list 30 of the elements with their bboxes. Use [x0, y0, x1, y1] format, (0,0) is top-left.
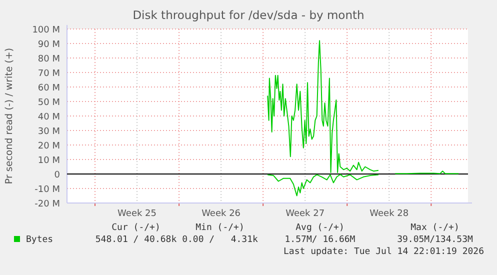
text: 1.57M/ 16.66M: [284, 235, 356, 245]
text: 39.05M/134.53M: [397, 235, 474, 245]
x-tick-label: Week 28: [370, 209, 409, 219]
text: Avg (-/+): [296, 223, 344, 233]
y-tick-label: 70 M: [38, 69, 60, 79]
y-tick-label: 60 M: [38, 84, 60, 94]
x-tick-label: Week 26: [202, 209, 241, 219]
text: Min (-/+): [196, 223, 244, 233]
x-tick-label: Week 25: [118, 209, 157, 219]
y-tick-label: 30 M: [38, 127, 60, 137]
y-axis-title: Pr second read (-) / write (+): [4, 48, 15, 184]
text: Max (-/+): [410, 223, 460, 233]
legend-label: Bytes: [26, 235, 54, 245]
text: 0.00 / 4.31k: [182, 235, 259, 245]
y-tick-label: 0: [54, 170, 60, 180]
text: Cur (-/+): [112, 223, 160, 233]
y-tick-label: 40 M: [38, 112, 60, 122]
y-tick-label: 10 M: [38, 156, 60, 166]
text: Last update: Tue Jul 14 22:01:19 2026: [284, 247, 484, 257]
y-tick-label: 50 M: [38, 98, 60, 108]
y-tick-label: 20 M: [38, 142, 60, 152]
y-tick-label: 80 M: [38, 54, 60, 64]
x-tick-label: Week 27: [286, 209, 325, 219]
y-tick-label: 90 M: [38, 40, 60, 50]
y-tick-label: -20 M: [34, 200, 60, 210]
y-tick-label: -10 M: [34, 185, 60, 195]
y-tick-label: 100 M: [32, 26, 60, 36]
text: 548.01 / 40.68k: [95, 235, 178, 245]
chart-title: Disk throughput for /dev/sda - by month: [132, 8, 364, 22]
line-series: [267, 174, 379, 196]
